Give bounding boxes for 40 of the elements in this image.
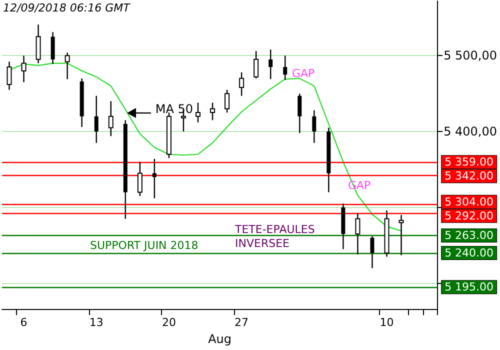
x-tick-label: 6 (20, 316, 28, 330)
candlestick (152, 158, 156, 199)
x-axis-title: Aug (208, 332, 232, 346)
candlestick (283, 55, 288, 81)
ref-line-label: 5 263.00 (444, 228, 494, 242)
candlestick (108, 100, 114, 137)
ref-line-label: 5 359.00 (444, 156, 494, 169)
candlestick (355, 212, 360, 256)
ref-line-label: 5 292.00 (444, 209, 494, 222)
candlestick (398, 214, 404, 256)
candlestick (239, 72, 244, 96)
candlestick (6, 61, 12, 90)
y-tick-label: 5 500,00 (444, 48, 497, 63)
x-tick-label: 27 (234, 316, 249, 330)
annotation: 12/09/2018 06:16 GMT (3, 2, 132, 14)
candlestick (370, 236, 374, 269)
candlestick (210, 102, 216, 121)
candlestick (254, 50, 259, 80)
ref-line-label: 5 195.00 (444, 280, 494, 294)
annotation: TETE-EPAULES INVERSEE (234, 223, 318, 250)
candlestick (50, 32, 55, 65)
candlestick (137, 161, 142, 197)
x-tick-label: 10 (380, 316, 394, 330)
candlestick (298, 92, 302, 134)
ref-line-label: 5 240.00 (444, 246, 494, 260)
candlestick (312, 110, 316, 144)
candlestick (36, 24, 41, 64)
x-tick-label: 20 (162, 316, 176, 330)
x-tick-label: 13 (89, 316, 104, 330)
candlestick (224, 89, 230, 114)
candlestick (268, 48, 273, 80)
annotation: SUPPORT JUIN 2018 (90, 239, 198, 252)
ref-line-label: 5 342.00 (444, 170, 494, 183)
annotation: GAP (292, 66, 316, 80)
candlestick (196, 102, 201, 124)
candlestick (21, 55, 26, 83)
candlestick (64, 52, 70, 80)
y-tick-label: 5 400,00 (444, 124, 497, 139)
candlestick (94, 95, 98, 144)
ref-line-label: 5 304.00 (444, 195, 494, 208)
